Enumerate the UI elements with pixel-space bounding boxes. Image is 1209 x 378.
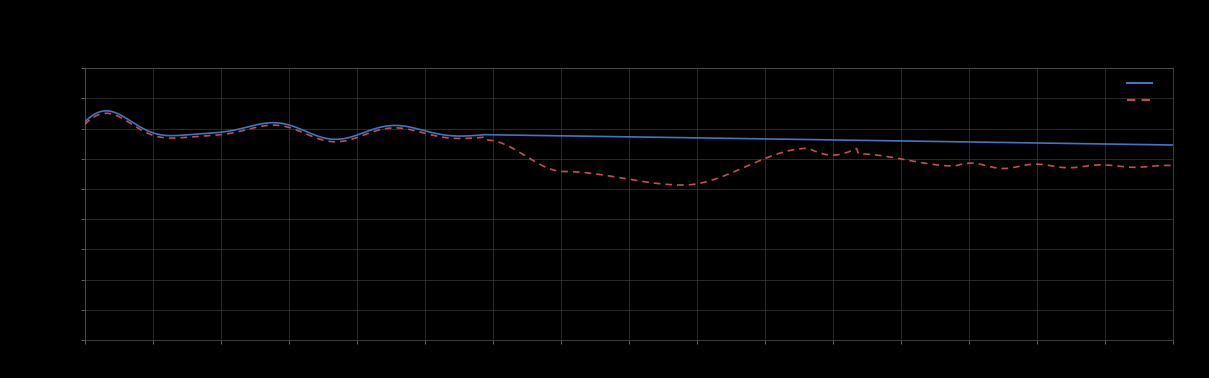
Legend: , : , bbox=[1124, 76, 1162, 108]
